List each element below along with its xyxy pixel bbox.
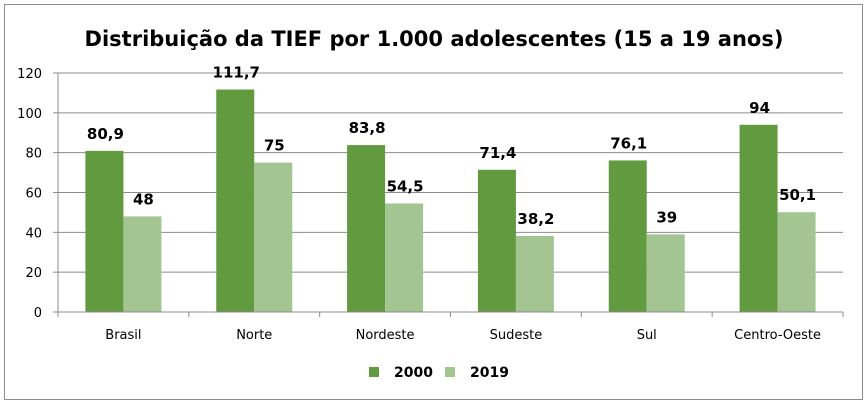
y-tick-label: 120 [17,67,42,82]
data-label: 54,5 [387,177,424,195]
bar-2019-Centro-Oeste [777,212,816,312]
chart-title: Distribuição da TIEF por 1.000 adolescen… [85,27,784,51]
x-tick-label: Centro-Oeste [734,328,821,343]
x-tick-label: Sul [637,328,657,343]
data-label: 76,1 [610,134,647,152]
bar-2019-Sul [646,234,685,312]
bar-2000-Norte [216,89,255,313]
bar-2000-Sudeste [477,169,516,312]
data-label: 83,8 [349,119,386,137]
bar-2000-Centro-Oeste [739,124,778,313]
x-tick-label: Brasil [105,328,141,343]
data-label: 48 [133,190,154,208]
data-label: 80,9 [87,125,124,143]
legend-label-2000: 2000 [394,365,433,381]
bar-2000-Brasil [85,150,124,312]
bar-2019-Sudeste [515,235,554,312]
y-tick-label: 80 [25,147,42,162]
y-tick-label: 40 [25,226,42,241]
y-tick-label: 60 [25,187,42,202]
legend: 2000 2019 [369,365,509,381]
bar-2019-Brasil [123,216,162,312]
data-label: 38,2 [517,210,554,228]
legend-label-2019: 2019 [470,365,509,381]
data-labels: 80,9 48 111,7 75 83,8 54,5 71,4 38,2 76,1 39 94 50,… [87,64,816,228]
x-tick-label: Norte [236,328,272,343]
legend-swatch-2000 [369,367,379,377]
data-label: 39 [656,208,677,226]
bar-2019-Norte [254,162,293,312]
gridlines [58,72,843,273]
data-label: 111,7 [213,64,260,82]
y-tick-label: 100 [17,107,42,122]
data-label: 50,1 [779,186,816,204]
bar-2019-Nordeste [385,203,424,312]
data-label: 75 [264,137,285,155]
x-tick-label: Sudeste [490,328,543,343]
data-label: 71,4 [479,144,516,162]
bar-2000-Sul [608,160,647,312]
data-label: 94 [749,99,770,117]
chart-frame [4,4,863,400]
x-tick-label: Nordeste [356,328,415,343]
y-tick-label: 0 [34,306,42,321]
y-tick-label: 20 [25,266,42,281]
legend-swatch-2019 [445,367,455,377]
y-axis: 0 20 40 60 80 100 120 [17,67,59,321]
bars [85,89,816,313]
x-axis: Brasil Norte Nordeste Sudeste Sul Centro-Oest… [57,311,844,343]
bar-2000-Nordeste [347,145,386,312]
